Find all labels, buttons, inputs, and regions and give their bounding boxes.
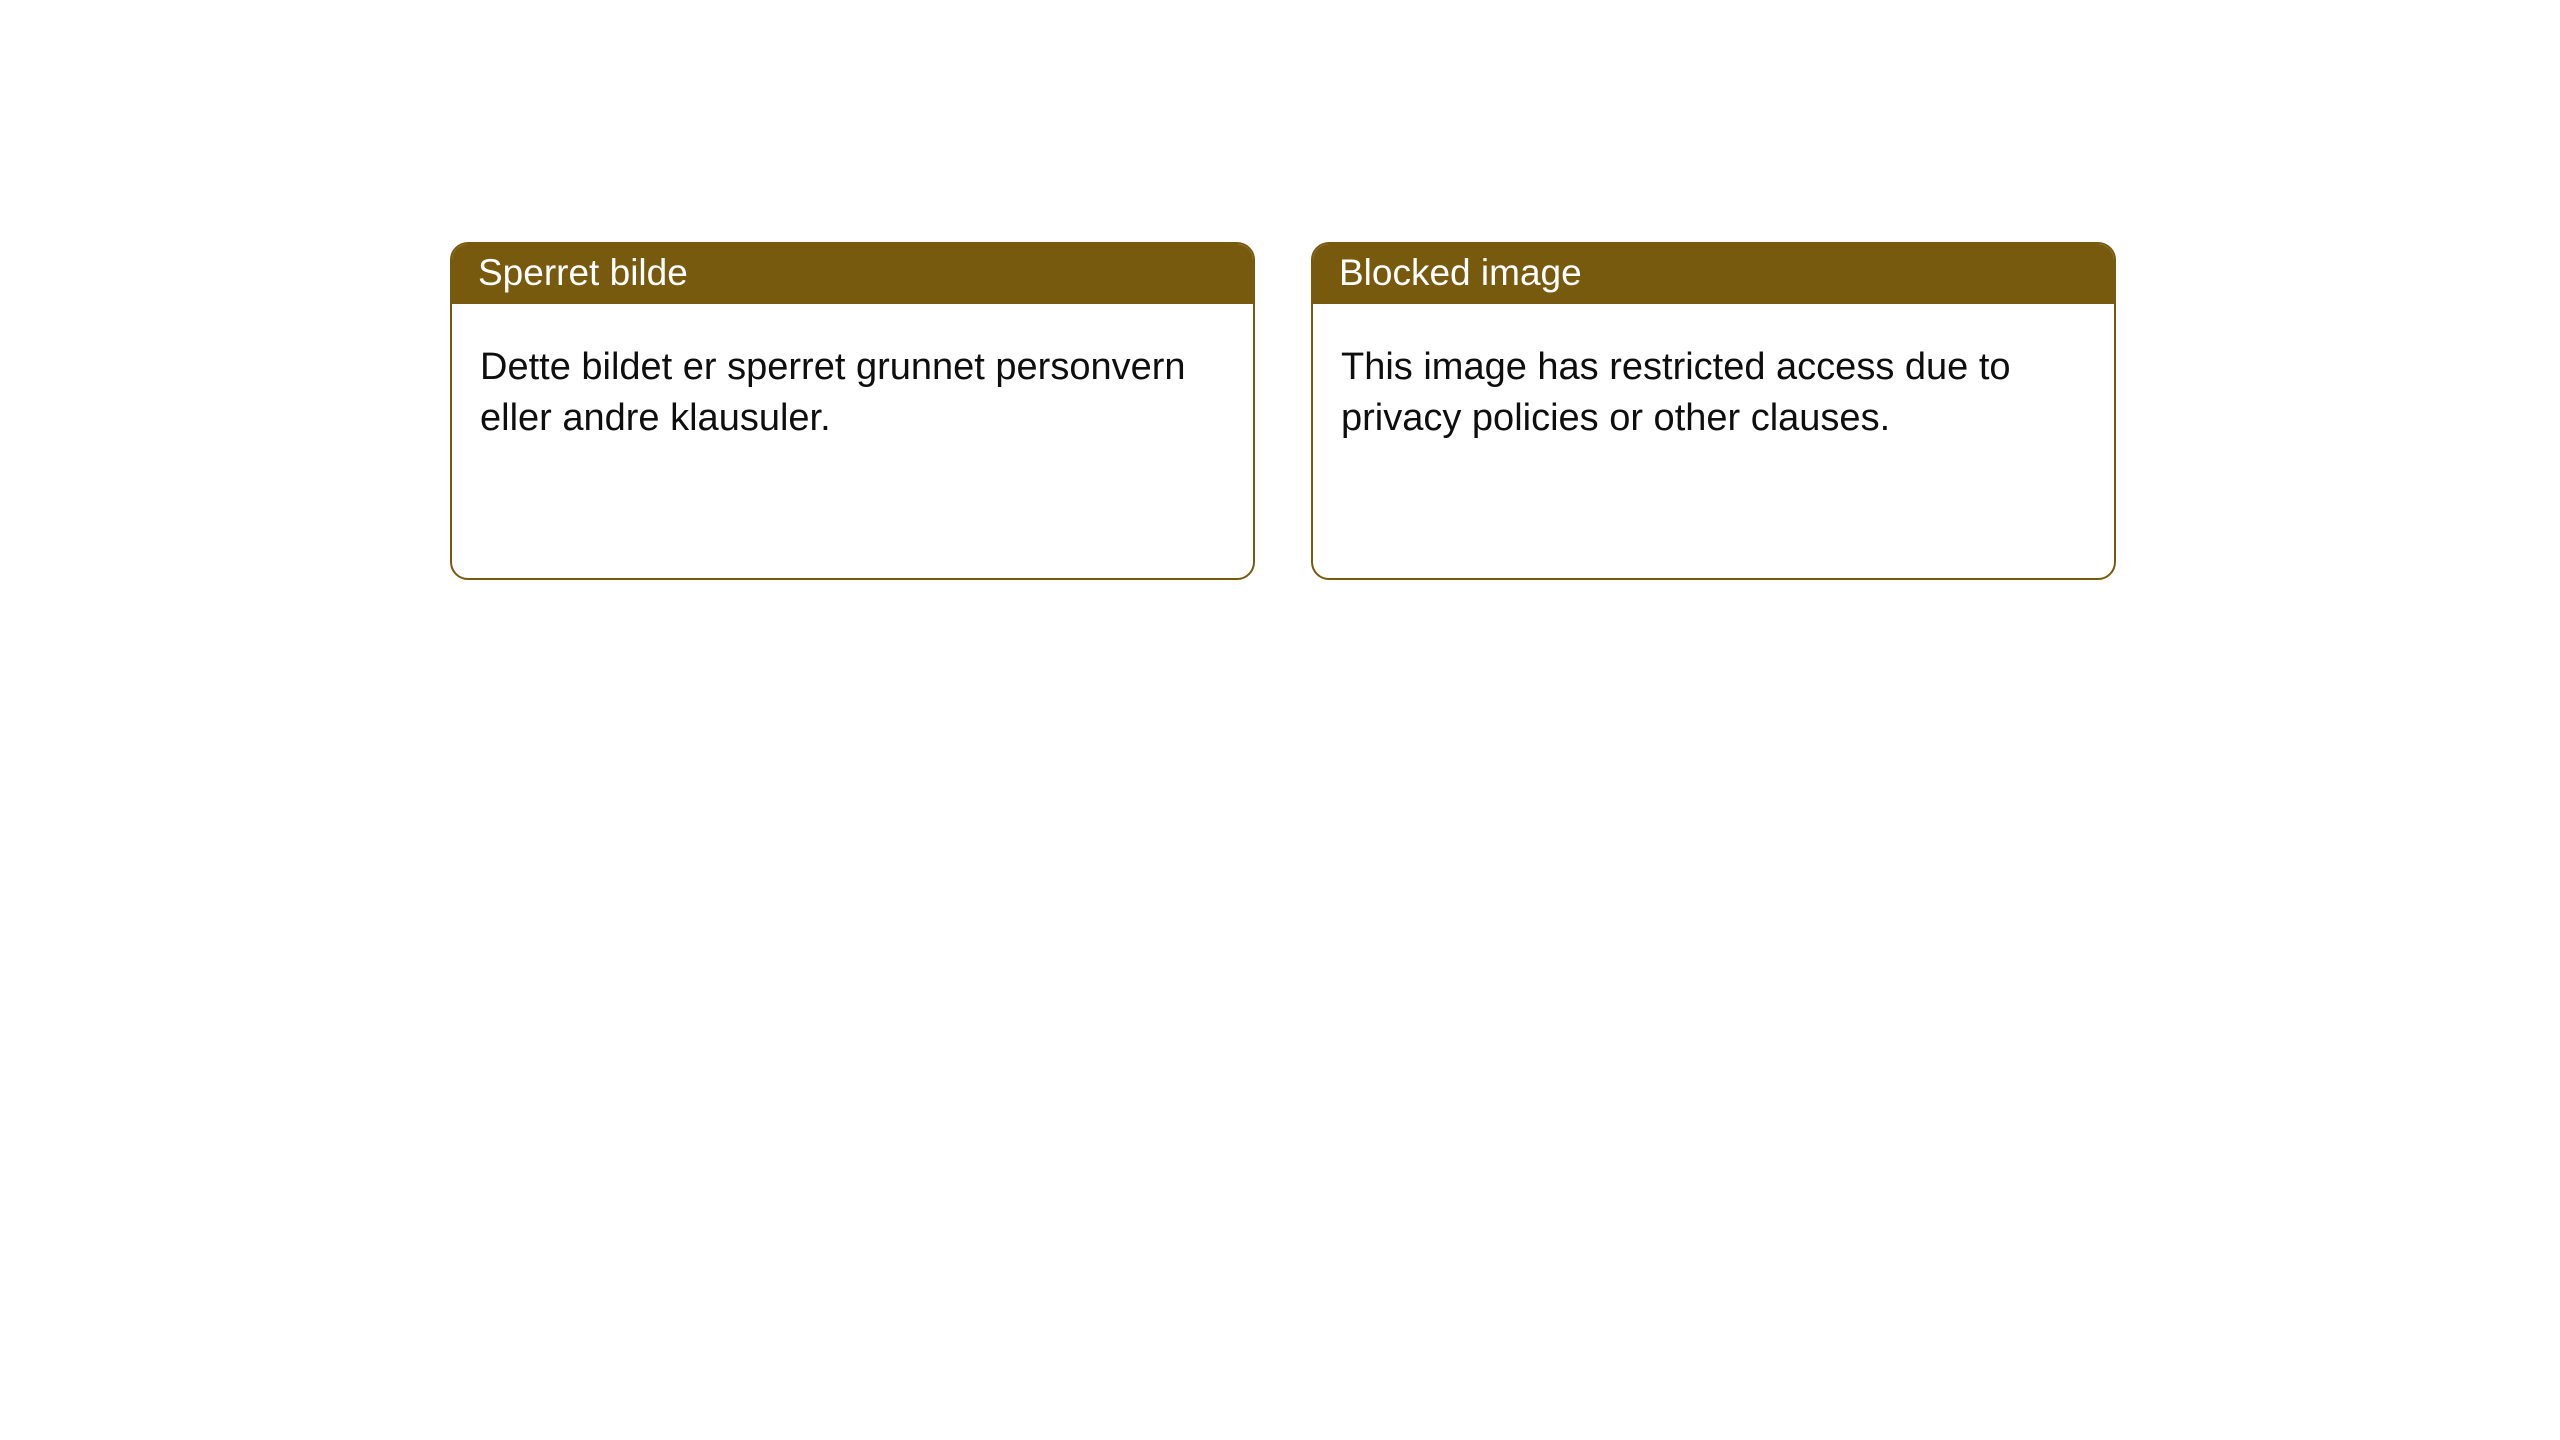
notice-card-english: Blocked image This image has restricted … (1311, 242, 2116, 580)
notice-header: Blocked image (1313, 244, 2114, 304)
notice-header: Sperret bilde (452, 244, 1253, 304)
notice-body: Dette bildet er sperret grunnet personve… (452, 304, 1253, 473)
notice-card-norwegian: Sperret bilde Dette bildet er sperret gr… (450, 242, 1255, 580)
notice-cards-container: Sperret bilde Dette bildet er sperret gr… (0, 0, 2560, 580)
notice-body: This image has restricted access due to … (1313, 304, 2114, 473)
